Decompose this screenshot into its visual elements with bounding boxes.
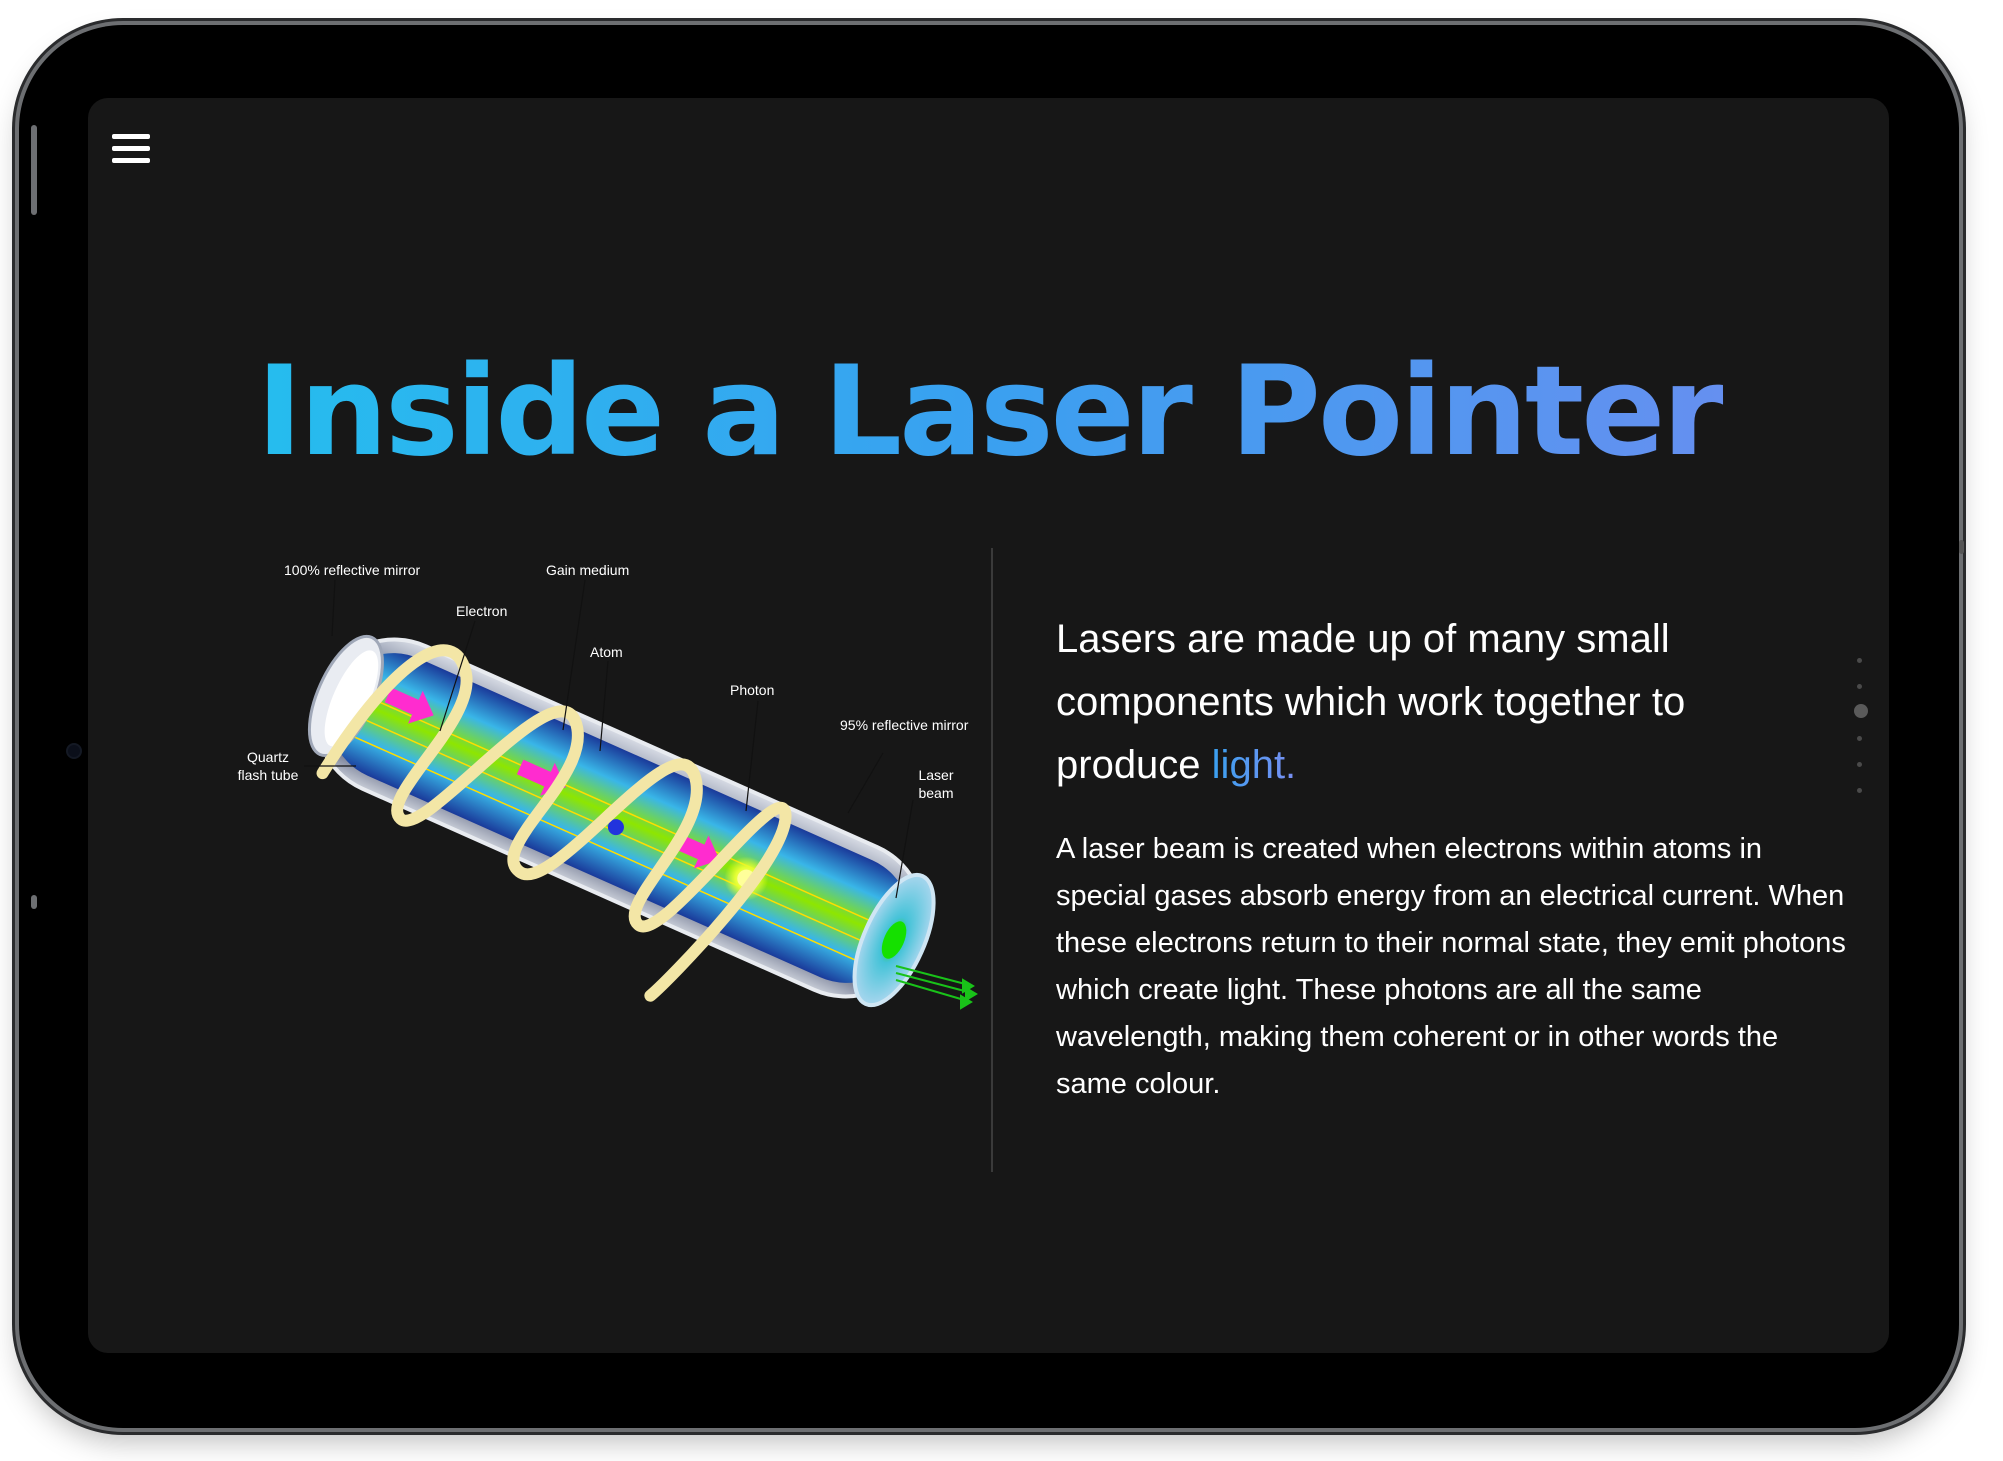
pager-dot[interactable] — [1857, 736, 1862, 741]
volume-up-button — [172, 19, 254, 25]
label-quartz-line2: flash tube — [238, 767, 299, 783]
label-atom: Atom — [590, 644, 623, 660]
label-100-mirror: 100% reflective mirror — [284, 562, 420, 578]
label-photon: Photon — [730, 682, 774, 698]
page-title: Inside a Laser Pointer — [88, 338, 1889, 487]
column-divider — [991, 548, 993, 1172]
lead-highlight: light. — [1211, 743, 1297, 787]
label-laser-line2: beam — [918, 785, 953, 801]
label-electron: Electron — [456, 603, 507, 619]
laser-diagram: 100% reflective mirror Gain medium Elect… — [238, 562, 978, 1010]
hamburger-menu-icon[interactable] — [112, 132, 152, 166]
pager-dot[interactable] — [1857, 788, 1862, 793]
label-95-mirror: 95% reflective mirror — [840, 717, 969, 733]
side-button — [31, 125, 37, 215]
volume-down-button — [278, 19, 360, 25]
pager-dot[interactable] — [1857, 762, 1862, 767]
label-quartz-line1: Quartz — [247, 749, 289, 765]
label-laser-line1: Laser — [918, 767, 953, 783]
pager-dot-active[interactable] — [1854, 704, 1868, 718]
pager-dot[interactable] — [1857, 684, 1862, 689]
side-button-lower — [31, 895, 37, 909]
body-paragraph: A laser beam is created when electrons w… — [1056, 833, 1846, 1100]
pager-dot[interactable] — [1857, 658, 1862, 663]
lead-text: Lasers are made up of many small compone… — [1056, 617, 1686, 787]
right-edge-marker — [1959, 540, 1964, 554]
front-camera — [66, 743, 82, 759]
label-gain-medium: Gain medium — [546, 562, 629, 578]
lead-paragraph: Lasers are made up of many small compone… — [1056, 608, 1816, 797]
app-screen: Inside a Laser Pointer — [88, 98, 1889, 1353]
